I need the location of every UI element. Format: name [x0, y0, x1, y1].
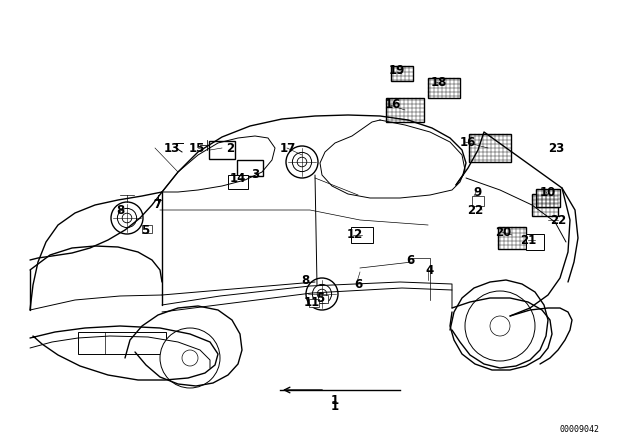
Circle shape [292, 152, 312, 172]
Text: 23: 23 [548, 142, 564, 155]
Text: 5: 5 [141, 224, 149, 237]
Text: 16: 16 [385, 99, 401, 112]
Text: 00009042: 00009042 [560, 426, 600, 435]
Circle shape [160, 328, 220, 388]
Text: 9: 9 [474, 185, 482, 198]
Circle shape [182, 350, 198, 366]
Bar [526, 234, 544, 250]
Text: 4: 4 [426, 263, 434, 276]
Bar [428, 78, 460, 98]
Text: 8: 8 [116, 203, 124, 216]
Bar [78, 332, 166, 354]
Text: 7: 7 [153, 198, 161, 211]
Circle shape [122, 213, 132, 223]
Text: 21: 21 [520, 233, 536, 246]
Circle shape [317, 289, 327, 299]
Bar [351, 227, 373, 243]
Circle shape [297, 157, 307, 167]
Text: 5: 5 [316, 292, 324, 305]
Bar [469, 134, 511, 162]
Circle shape [286, 146, 318, 178]
Text: 18: 18 [431, 76, 447, 89]
Bar [318, 295, 328, 303]
Text: 13: 13 [164, 142, 180, 155]
Bar [309, 299, 319, 307]
Text: 6: 6 [406, 254, 414, 267]
Circle shape [490, 316, 510, 336]
Text: 16: 16 [460, 135, 476, 148]
Circle shape [111, 202, 143, 234]
Text: 20: 20 [495, 225, 511, 238]
Bar [536, 189, 560, 207]
Text: 1: 1 [331, 393, 339, 406]
Text: 6: 6 [354, 279, 362, 292]
Bar [472, 196, 484, 206]
Text: 15: 15 [189, 142, 205, 155]
Bar [209, 141, 235, 159]
Text: 3: 3 [251, 168, 259, 181]
Text: 22: 22 [550, 214, 566, 227]
Text: 19: 19 [389, 64, 405, 77]
Bar [386, 98, 424, 122]
Bar [532, 194, 558, 216]
Text: 17: 17 [280, 142, 296, 155]
Text: 14: 14 [230, 172, 246, 185]
Text: 8: 8 [301, 273, 309, 287]
Text: 1: 1 [331, 400, 339, 413]
Text: 12: 12 [347, 228, 363, 241]
Text: 10: 10 [540, 185, 556, 198]
Bar [391, 66, 413, 82]
Circle shape [312, 284, 332, 304]
Bar [237, 160, 263, 176]
Bar [228, 175, 248, 189]
Text: 2: 2 [226, 142, 234, 155]
Bar [498, 227, 526, 249]
Circle shape [465, 291, 535, 361]
Text: 22: 22 [467, 203, 483, 216]
Text: 11: 11 [304, 296, 320, 309]
Circle shape [117, 208, 136, 228]
Bar [142, 225, 152, 233]
Circle shape [306, 278, 338, 310]
